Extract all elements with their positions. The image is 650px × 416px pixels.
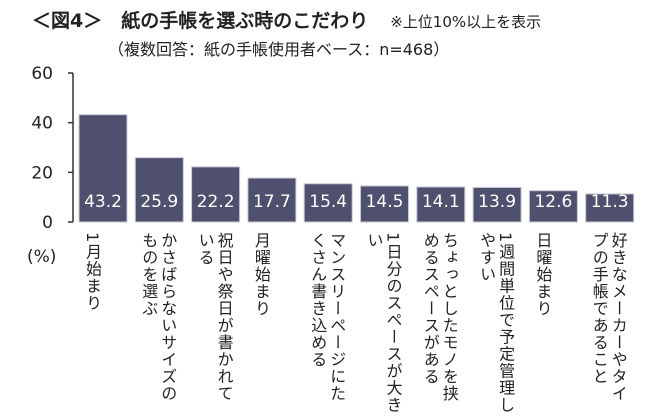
data-label: 14.5	[366, 192, 404, 212]
bar	[134, 157, 184, 223]
x-category-label: 祝日や祭日が書かれている	[195, 232, 234, 402]
data-label: 17.7	[253, 192, 291, 212]
data-label: 22.2	[197, 192, 235, 212]
data-label: 25.9	[140, 192, 178, 212]
y-axis-unit: (%)	[27, 247, 57, 267]
y-tick-label: 20	[31, 163, 53, 183]
bar	[191, 166, 241, 223]
chart-subtitle: （複数回答：紙の手帳使用者ベース：n=468）	[108, 40, 450, 59]
x-category-label: ちょっとしたモノを挟めるスペースがある	[420, 232, 459, 402]
bar	[247, 177, 297, 223]
data-label: 11.3	[591, 192, 629, 212]
bar	[360, 185, 409, 223]
x-category-label: 月曜始まり	[251, 232, 271, 317]
x-category-label: 好きなメーカーやタイプの手帳であること	[589, 232, 628, 402]
y-tick-label: 0	[42, 213, 53, 233]
x-category-label: 1週間単位で予定管理しやすい	[477, 232, 516, 414]
x-category-label: かさばらないサイズのものを選ぶ	[139, 232, 178, 402]
bar	[303, 183, 353, 223]
x-category-label: 日曜始まり	[533, 232, 553, 317]
bar	[472, 186, 522, 223]
bar	[78, 114, 128, 223]
title-text: ＜図4＞ 紙の手帳を選ぶ時のこだわり	[32, 10, 369, 32]
x-category-label: 1月始まり	[83, 232, 102, 312]
bar	[528, 190, 578, 223]
y-tick-label: 40	[31, 114, 53, 134]
x-category-label: マンスリーページにたくさん書き込める	[308, 232, 347, 402]
bar	[585, 193, 635, 223]
bar	[416, 186, 466, 223]
x-category-label: 1日分のスペースが大きい	[364, 232, 403, 414]
y-tick-label: 60	[31, 64, 53, 84]
chart-note: ※上位10%以上を表示	[390, 13, 542, 31]
data-label: 15.4	[309, 192, 347, 212]
data-label: 43.2	[84, 192, 122, 212]
chart-title: ＜図4＞ 紙の手帳を選ぶ時のこだわり ※上位10%以上を表示	[32, 6, 541, 33]
data-label: 13.9	[478, 192, 516, 212]
data-label: 14.1	[422, 192, 460, 212]
data-label: 12.6	[534, 192, 572, 212]
